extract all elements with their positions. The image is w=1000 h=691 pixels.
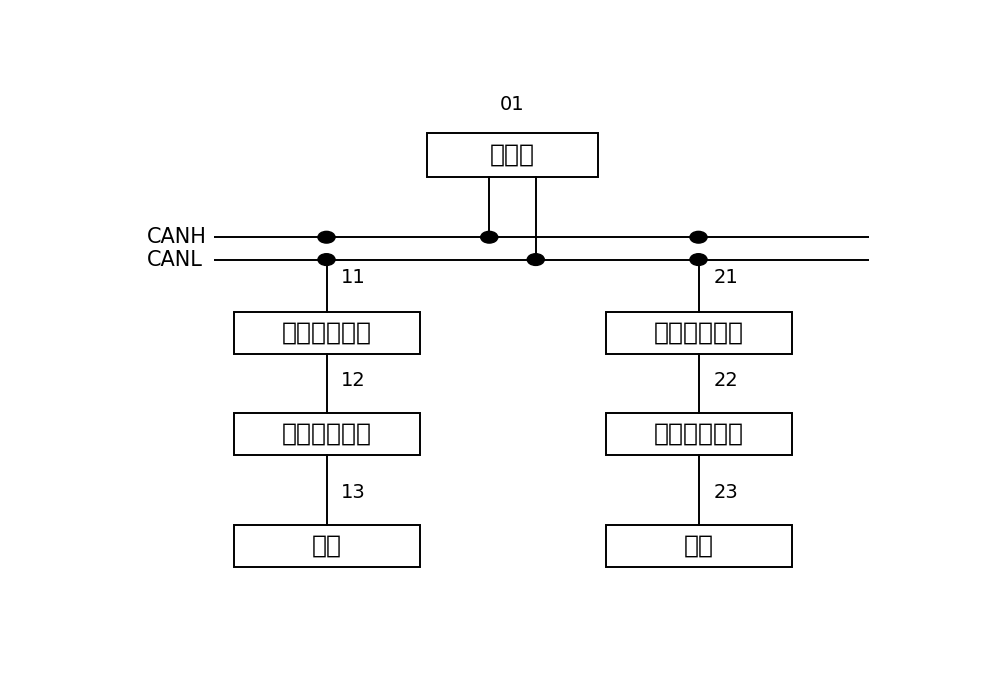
Text: 辅泵伺服电机: 辅泵伺服电机 [654,422,744,446]
Text: 23: 23 [713,483,738,502]
Circle shape [481,231,498,243]
Bar [234,524,420,567]
Text: 主泵: 主泵 [312,534,342,558]
Circle shape [318,231,335,243]
Text: CANL: CANL [147,249,203,269]
Text: 上位机: 上位机 [490,143,535,167]
Bar [234,413,420,455]
Bar [606,524,792,567]
Text: 主电机驱动器: 主电机驱动器 [282,321,372,345]
Text: CANH: CANH [147,227,207,247]
Text: 11: 11 [341,267,366,287]
Bar [427,133,598,177]
Text: 主泵伺服电机: 主泵伺服电机 [282,422,372,446]
Text: 辅泵: 辅泵 [684,534,714,558]
Bar [606,413,792,455]
Text: 01: 01 [500,95,525,114]
Circle shape [690,231,707,243]
Text: 21: 21 [713,267,738,287]
Bar [234,312,420,354]
Circle shape [527,254,544,265]
Bar [606,312,792,354]
Text: 13: 13 [341,483,366,502]
Circle shape [690,254,707,265]
Text: 辅电机驱动器: 辅电机驱动器 [654,321,744,345]
Text: 22: 22 [713,371,738,390]
Circle shape [318,254,335,265]
Text: 12: 12 [341,371,366,390]
